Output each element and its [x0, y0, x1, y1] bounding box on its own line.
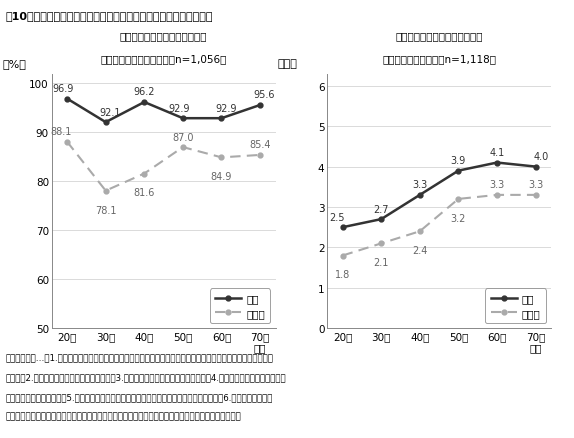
- Text: 88.1: 88.1: [51, 127, 72, 137]
- Text: 92.9: 92.9: [168, 103, 189, 113]
- Text: 3.3: 3.3: [490, 180, 505, 190]
- Text: 診、特定健診、人間ドックなど）を定期的に受けるようにしている」について「あてはまる」の回答数: 診、特定健診、人間ドックなど）を定期的に受けるようにしている」について「あてはま…: [6, 412, 242, 421]
- Text: （点）: （点）: [278, 59, 298, 69]
- Text: 92.9: 92.9: [215, 103, 236, 113]
- Text: 96.9: 96.9: [52, 84, 73, 94]
- Text: 2.4: 2.4: [412, 246, 428, 255]
- Legend: いる, いない: いる, いない: [486, 289, 546, 323]
- Text: 96.2: 96.2: [134, 87, 155, 97]
- Text: 健康管理項目…「1.栄養バランスなど食生活に気をつけている」「運動や体操をしている（ウォーキングなどを含: 健康管理項目…「1.栄養バランスなど食生活に気をつけている」「運動や体操をしてい…: [6, 353, 274, 362]
- Text: （%）: （%）: [2, 59, 26, 69]
- Text: 図10　受けた医療に満足している割合、健康管理項目の平均回答数: 図10 受けた医療に満足している割合、健康管理項目の平均回答数: [6, 11, 213, 21]
- Text: 2.1: 2.1: [374, 258, 389, 268]
- Text: 85.4: 85.4: [249, 140, 271, 150]
- Text: 87.0: 87.0: [172, 132, 193, 142]
- Text: かかりつけ医の有無（n=1,118）: かかりつけ医の有無（n=1,118）: [382, 54, 496, 64]
- Text: 3.3: 3.3: [528, 180, 543, 190]
- Text: 3.2: 3.2: [451, 213, 466, 223]
- Text: 4.1: 4.1: [490, 148, 505, 158]
- Text: 84.9: 84.9: [211, 172, 232, 182]
- Text: む）」「2.規則正しい生活を心がけている」「3.休息や睡眠をとるようにしている」「4.サプリメントやトクホなどを: む）」「2.規則正しい生活を心がけている」「3.休息や睡眠をとるようにしている」…: [6, 372, 286, 381]
- Text: 3.3: 3.3: [412, 180, 428, 190]
- Text: 定期的に摂取している」「5.新聞・テレビなどで健康の情報や知識を得るようにしている」「6.健康診断（定期健: 定期的に摂取している」「5.新聞・テレビなどで健康の情報や知識を得るようにしてい…: [6, 392, 273, 401]
- Text: 2.7: 2.7: [374, 204, 389, 214]
- Text: －かかりつけ医の有無別（n=1,056）: －かかりつけ医の有無別（n=1,056）: [100, 54, 227, 64]
- Text: 92.1: 92.1: [99, 107, 121, 117]
- Text: 受けた医療に満足している割合: 受けた医療に満足している割合: [120, 32, 207, 42]
- Text: 2.5: 2.5: [329, 212, 345, 222]
- Text: 1.8: 1.8: [335, 270, 350, 280]
- Text: 78.1: 78.1: [95, 205, 117, 215]
- Text: 81.6: 81.6: [134, 188, 155, 198]
- Text: 年代別健康管理の平均回答数と: 年代別健康管理の平均回答数と: [395, 32, 483, 42]
- Text: 95.6: 95.6: [254, 90, 275, 100]
- Legend: いる, いない: いる, いない: [210, 289, 270, 323]
- Text: 3.9: 3.9: [451, 156, 466, 166]
- Text: 4.0: 4.0: [533, 152, 549, 162]
